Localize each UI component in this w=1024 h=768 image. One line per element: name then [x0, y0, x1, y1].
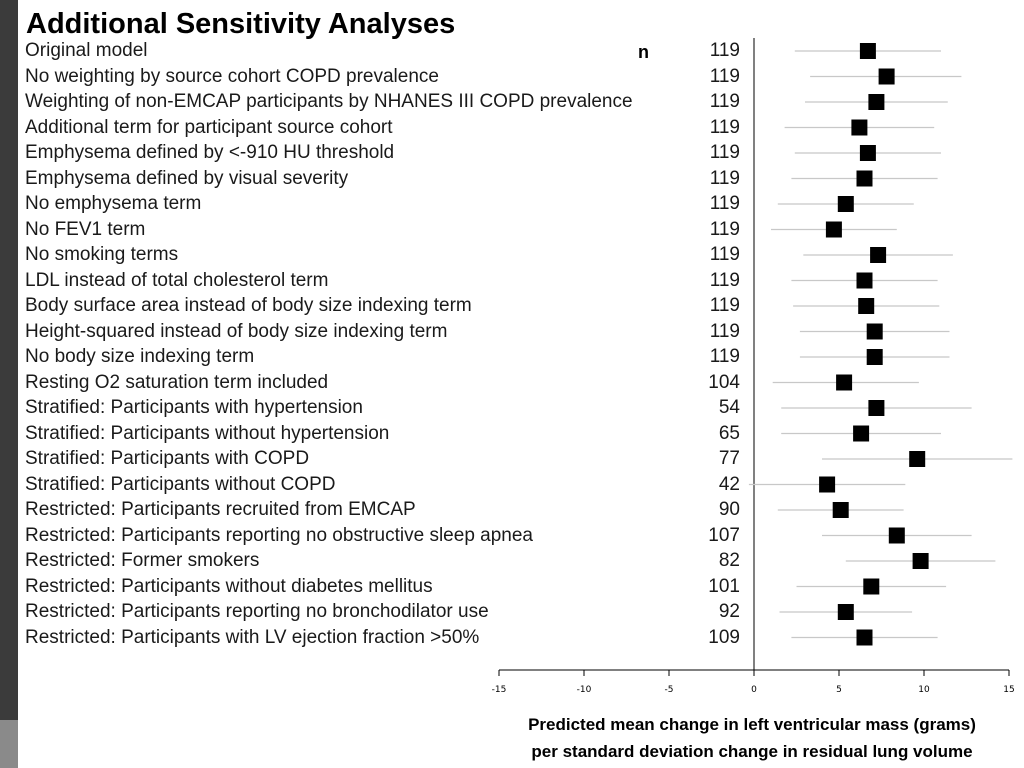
row-label: No emphysema term [25, 193, 202, 214]
row-label: Restricted: Participants reporting no ob… [25, 524, 533, 546]
x-axis-title-line1: Predicted mean change in left ventricula… [528, 715, 976, 734]
row-label: Additional term for participant source c… [25, 116, 393, 138]
row-n-value: 54 [718, 397, 740, 418]
row-label: Height-squared instead of body size inde… [25, 320, 448, 342]
row-n-value: 119 [709, 244, 740, 265]
row-label: Original model [25, 40, 148, 61]
row-n-value: 119 [709, 40, 740, 61]
row-label: Stratified: Participants with COPD [25, 448, 310, 469]
row-n-value: 82 [718, 550, 740, 571]
row-label: Body surface area instead of body size i… [25, 295, 472, 316]
row-label: No body size indexing term [25, 346, 255, 367]
row-label: Weighting of non-EMCAP participants by N… [25, 91, 633, 112]
row-label: Emphysema defined by visual severity [25, 167, 349, 189]
x-axis-title: Predicted mean change in left ventricula… [482, 711, 1022, 765]
row-label: Restricted: Participants with LV ejectio… [25, 626, 480, 648]
row-n-value: 119 [709, 142, 740, 163]
row-n-value: 77 [718, 448, 740, 469]
row-label: Restricted: Participants reporting no br… [25, 601, 489, 622]
page-title: Additional Sensitivity Analyses [26, 8, 456, 40]
row-n-value: 119 [709, 65, 740, 87]
row-n-value: 92 [718, 601, 740, 622]
row-label: Emphysema defined by <-910 HU threshold [25, 142, 395, 163]
row-label: Restricted: Participants recruited from … [25, 499, 416, 520]
row-n-value: 119 [709, 346, 740, 367]
row-n-value: 119 [709, 320, 740, 342]
slide-edge-decoration [0, 720, 18, 768]
row-label: No smoking terms [25, 244, 179, 265]
row-label: Stratified: Participants without COPD [25, 473, 336, 495]
row-label: Resting O2 saturation term included [25, 371, 329, 393]
row-label: Stratified: Participants with hypertensi… [25, 397, 363, 418]
row-n-value: 65 [718, 422, 740, 444]
row-label: Restricted: Participants without diabete… [25, 575, 433, 597]
row-n-value: 119 [709, 116, 740, 138]
row-n-value: 119 [709, 295, 740, 316]
row-n-value: 119 [709, 269, 740, 291]
x-axis-title-line2: per standard deviation change in residua… [531, 742, 973, 761]
row-n-value: 104 [708, 371, 740, 393]
row-label: Stratified: Participants without hyperte… [25, 422, 390, 444]
row-n-value: 109 [708, 626, 740, 648]
row-n-value: 107 [708, 524, 740, 546]
row-label: Restricted: Former smokers [25, 550, 260, 571]
row-n-value: 101 [708, 575, 740, 597]
row-n-value: 119 [709, 91, 740, 112]
row-n-value: 42 [718, 473, 740, 495]
row-n-value: 119 [709, 167, 740, 189]
row-label: No FEV1 term [25, 218, 146, 240]
row-label: LDL instead of total cholesterol term [25, 269, 329, 291]
row-n-value: 119 [709, 218, 740, 240]
n-column-header: n [638, 42, 649, 62]
row-label: No weighting by source cohort COPD preva… [25, 65, 439, 87]
row-n-value: 90 [718, 499, 740, 520]
row-n-value: 119 [709, 193, 740, 214]
